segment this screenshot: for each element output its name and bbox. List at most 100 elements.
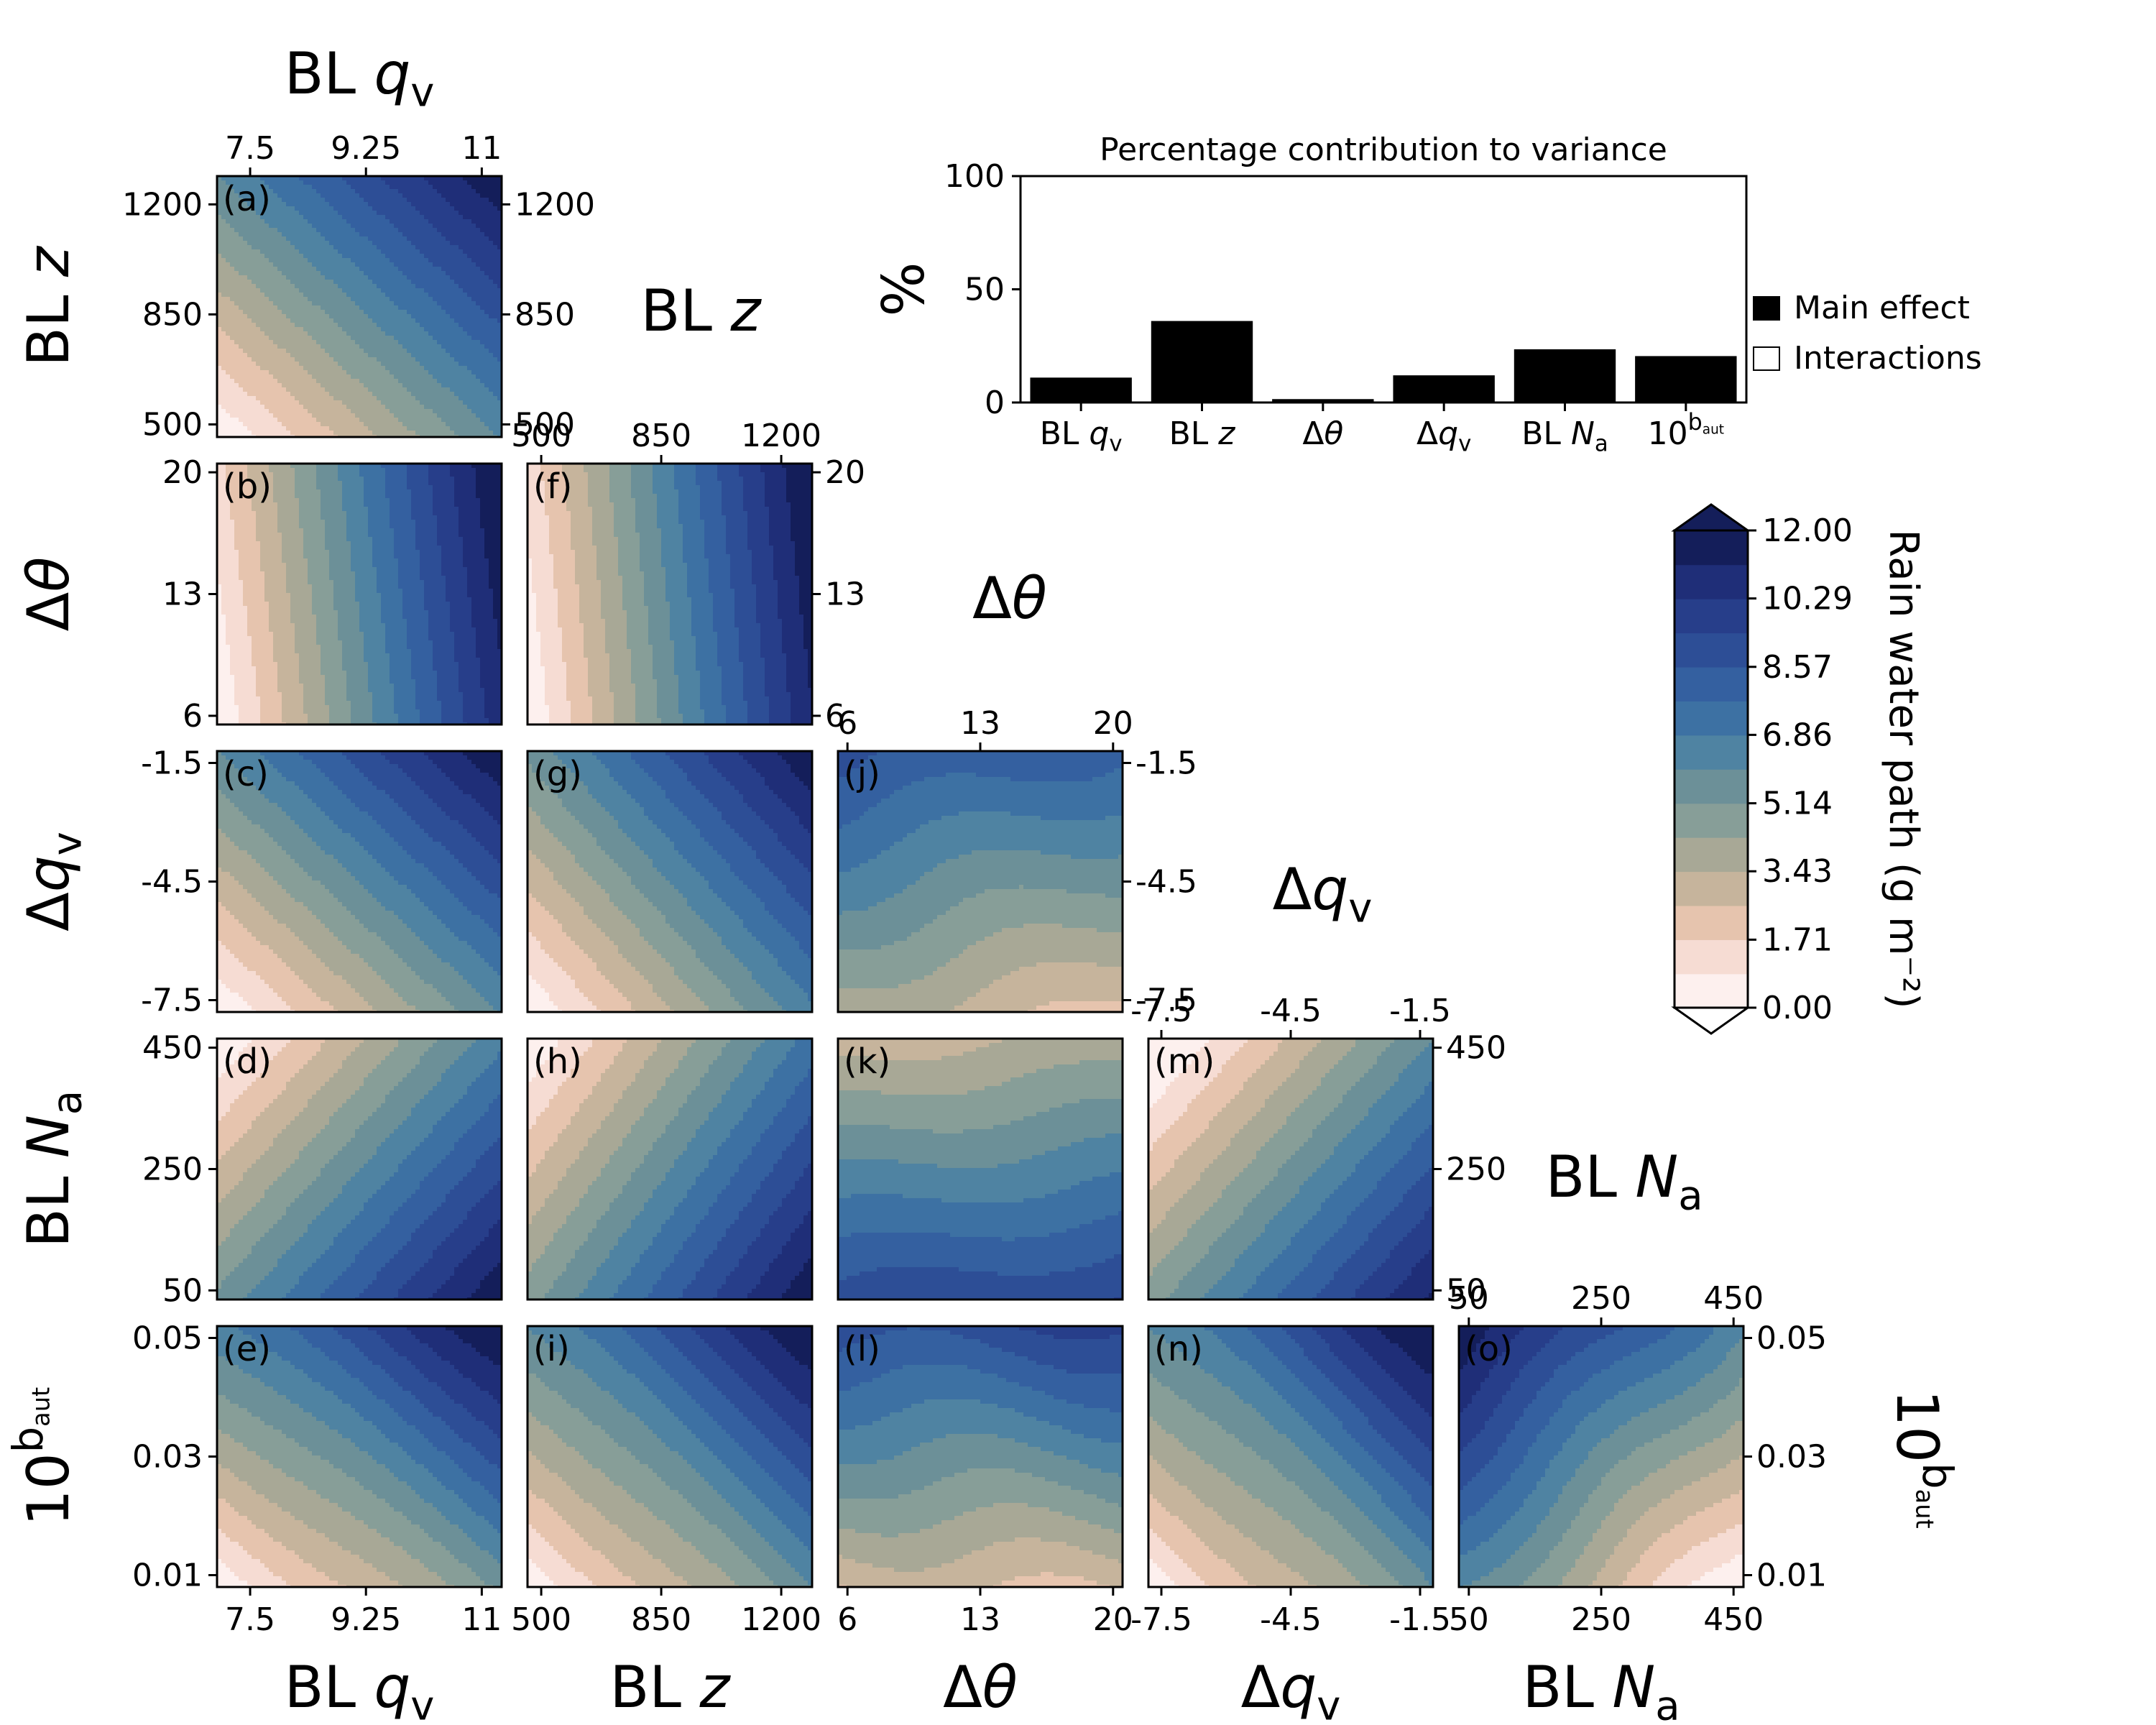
x-tick-label: 500 [511, 418, 571, 454]
x-axis-label: Δqv [1241, 1654, 1341, 1725]
variance-bar-chart: Percentage contribution to variance 0 50 10… [870, 132, 1982, 457]
y-tick-label: 450 [142, 1030, 203, 1067]
bar-category-label: 10baut [1648, 410, 1724, 452]
x-tick-label: 450 [1703, 1280, 1764, 1317]
colorbar-segment [1674, 905, 1748, 940]
panel-label: (a) [223, 179, 271, 219]
contour-panel-n: (n) -7.5 -4.5 -1.5 [1130, 1325, 1451, 1638]
colorbar-tick-label: 8.57 [1762, 649, 1833, 686]
colorbar: 0.00 1.71 3.43 5.14 6.86 8.57 10.29 12.00 Rain w… [1671, 503, 1927, 1035]
y-axis-label: Δθ [15, 557, 82, 632]
y-tick-label: 6 [183, 698, 203, 735]
y-axis-label: BL z [15, 245, 82, 367]
bar-main-effect [1393, 375, 1495, 402]
x-tick-label: -1.5 [1389, 993, 1451, 1029]
colorbar-extend-min [1671, 1006, 1751, 1035]
colorbar-segment [1674, 666, 1748, 702]
x-axis-label: BL z [610, 1654, 732, 1721]
y-tick-label: 850 [142, 296, 203, 333]
x-tick-label: 850 [631, 1601, 691, 1638]
contour-panel-m: (m) 50 250 450 -7.5 -4.5 -1.5 [1130, 993, 1506, 1309]
x-tick-label: 13 [960, 705, 1000, 742]
x-tick-label: 6 [837, 1601, 857, 1638]
x-tick-label: 850 [631, 418, 691, 454]
colorbar-tick-label: 10.29 [1762, 581, 1853, 617]
diagonal-variable-label: BL Na [1545, 1144, 1703, 1220]
panel-label: (c) [223, 754, 269, 794]
y-tick-label: -7.5 [1135, 983, 1197, 1019]
colorbar-segment [1674, 701, 1748, 736]
x-tick-label: -4.5 [1260, 1601, 1322, 1638]
y-tick-label: -1.5 [141, 745, 203, 782]
x-tick-label: 500 [511, 1601, 571, 1638]
bar-y-axis-label: % [870, 262, 937, 316]
x-tick-label: 6 [837, 705, 857, 742]
y-tick-label: 500 [142, 407, 203, 443]
x-axis-label: BL qv [285, 1654, 435, 1725]
panel-label: (d) [223, 1041, 272, 1082]
colorbar-segment [1674, 837, 1748, 873]
x-tick-label: 450 [1703, 1601, 1764, 1638]
colorbar-extend-max [1671, 503, 1751, 532]
contour-panel-d: (d) 50 250 450 [142, 1030, 503, 1309]
x-tick-label: 50 [1449, 1280, 1489, 1317]
bar-category-label: BL qv [1040, 415, 1123, 457]
panel-label: (e) [223, 1329, 271, 1369]
contour-panel-b: (b) 6 13 20 [162, 454, 503, 735]
legend-label: Interactions [1794, 340, 1982, 377]
x-tick-label: -7.5 [1130, 993, 1192, 1029]
panel-label: (b) [223, 466, 272, 507]
colorbar-segment [1674, 564, 1748, 599]
colorbar-tick-label: 0.00 [1762, 990, 1833, 1026]
contour-panel-c: (c) -7.5 -4.5 -1.5 [141, 745, 503, 1019]
colorbar-segment [1674, 530, 1748, 566]
x-tick-label: 13 [960, 1601, 1000, 1638]
x-tick-label: -7.5 [1130, 1601, 1192, 1638]
x-tick-label: 9.25 [331, 130, 401, 167]
x-tick-label: 50 [1449, 1601, 1489, 1638]
colorbar-segment [1674, 973, 1748, 1008]
x-tick-label: 7.5 [225, 130, 275, 167]
right-axis-label: 10baut [1884, 1389, 1961, 1528]
y-tick-label: 20 [825, 454, 865, 491]
contour-panel-f: (f) 6 13 20 500 850 1200 [511, 418, 865, 735]
bar-main-effect [1272, 399, 1374, 402]
y-tick-label: 50 [162, 1272, 203, 1309]
y-tick-label: 500 [515, 407, 575, 443]
y-tick-label: 1200 [515, 186, 595, 223]
legend-swatch-main-effect [1753, 296, 1780, 321]
contour-panel-g: (g) [526, 750, 814, 1013]
bar-category-label: BL z [1169, 415, 1236, 452]
colorbar-segment [1674, 632, 1748, 668]
y-tick-label: -1.5 [1135, 745, 1197, 782]
bar-y-tick-label: 100 [944, 158, 1005, 195]
y-tick-label: -7.5 [141, 983, 203, 1019]
bar-y-tick-label: 0 [985, 385, 1005, 421]
panel-label: (j) [844, 754, 880, 794]
colorbar-segment [1674, 871, 1748, 906]
y-tick-label: 0.01 [1756, 1558, 1827, 1594]
x-tick-label: 250 [1571, 1601, 1631, 1638]
colorbar-tick-label: 6.86 [1762, 717, 1833, 753]
legend-label: Main effect [1794, 290, 1970, 326]
bar-y-tick-label: 50 [964, 272, 1005, 308]
colorbar-tick-label: 1.71 [1762, 921, 1833, 958]
bar-main-effect [1151, 321, 1253, 402]
colorbar-segment [1674, 939, 1748, 975]
bar-chart-title: Percentage contribution to variance [1100, 132, 1667, 168]
panel-label: (m) [1154, 1041, 1215, 1082]
bar-main-effect [1030, 377, 1132, 402]
y-tick-label: 13 [162, 576, 203, 613]
colorbar-segment [1674, 735, 1748, 770]
diagonal-variable-label: BL z [641, 277, 763, 344]
x-tick-label: 11 [461, 1601, 502, 1638]
y-tick-label: 1200 [122, 186, 203, 223]
colorbar-tick-label: 12.00 [1762, 512, 1853, 549]
contour-panel-a: (a) 500 850 1200 500 850 1200 7.5 9.25 11 [122, 130, 595, 443]
contour-panel-o: (o) 0.01 0.03 0.05 50 250 450 50 250 450 [1449, 1280, 1827, 1638]
colorbar-tick-label: 5.14 [1762, 786, 1833, 822]
colorbar-segment [1674, 803, 1748, 838]
contour-panel-h: (h) [526, 1037, 814, 1301]
colorbar-label: Rain water path (g m⁻²) [1880, 530, 1927, 1009]
